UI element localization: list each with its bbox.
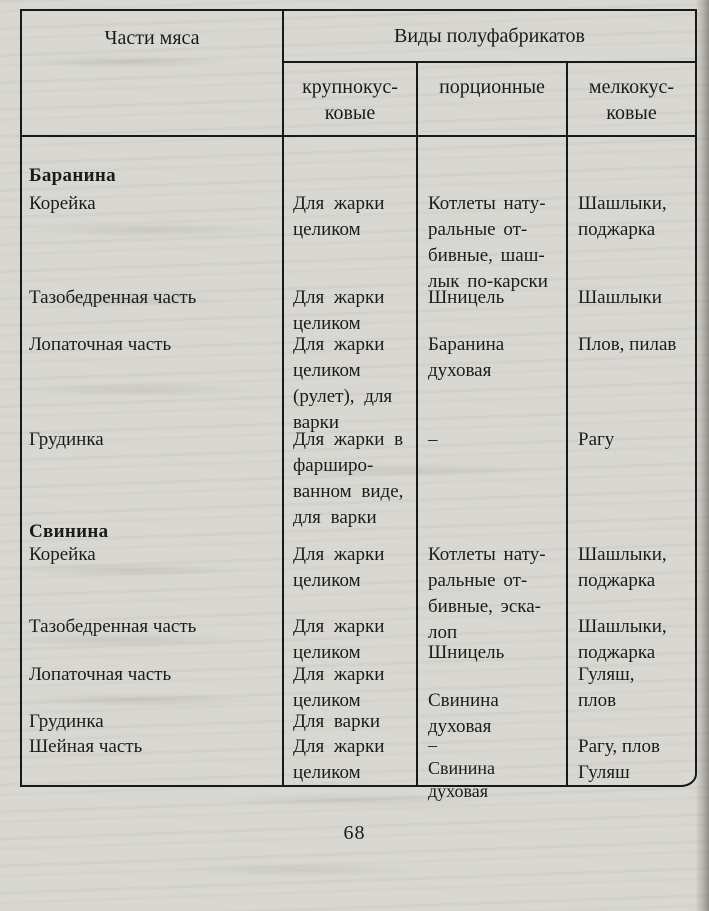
column-header-portioned: порционные <box>418 63 568 135</box>
table-row: Грудинка Для жарки в фарширо- ванном вид… <box>22 427 695 528</box>
cell-small-piece: Шашлыки <box>578 287 662 308</box>
table-header: Части мяса Виды полуфабрикатов крупнокус… <box>22 11 695 137</box>
cell-meat-part: Свинина <box>22 519 284 542</box>
cell-portioned: Котлеты нату- ральные от- бивные, эска- … <box>418 542 568 643</box>
cell-small-piece <box>568 519 695 542</box>
cell-meat-part: Грудинка <box>22 427 284 519</box>
table-header-right: Виды полуфабрикатов крупнокус- ковые пор… <box>284 11 695 135</box>
table-row-section-pork: Свинина <box>22 519 695 542</box>
cell-portioned <box>418 137 568 191</box>
cell-portioned <box>418 519 568 542</box>
cell-small-piece: Рагу, плов Гуляш <box>578 736 661 783</box>
cell-large-piece: Для жарки целиком <box>284 542 418 614</box>
cell-large-piece: Для жарки целиком <box>284 662 418 711</box>
column-header-small-piece: мелкокус- ковые <box>588 76 675 124</box>
cell-large-piece <box>284 519 418 542</box>
column-header-large-piece: крупнокус- ковые <box>284 63 418 135</box>
table-row: Тазобедренная часть Для жарки целиком Шн… <box>22 614 695 663</box>
cell-meat-part: Тазобедренная часть <box>22 285 284 332</box>
cell-small-piece <box>568 709 695 734</box>
cell-meat-part: Баранина <box>22 137 284 191</box>
table-row: Лопаточная часть Для жарки целиком Свини… <box>22 662 695 737</box>
cell-small-piece <box>568 137 695 191</box>
page-edge-shadow <box>695 0 709 911</box>
cell-small-piece: Гуляш, плов <box>578 664 635 711</box>
table-row: Корейка Для жарки целиком Котлеты нату- … <box>22 191 695 292</box>
table-body: Баранина Корейка Для жарки целиком Котле… <box>22 137 695 801</box>
table-row: Шейная часть Для жарки целиком – Свинина… <box>22 734 695 801</box>
cell-portioned: Свинина духовая <box>418 662 568 737</box>
cell-small-piece: Шашлыки, поджарка <box>578 193 667 240</box>
cell-large-piece: Для жарки целиком <box>284 191 418 285</box>
cell-portioned: – Свинина духовая <box>418 734 568 801</box>
cell-meat-part: Корейка <box>22 542 284 614</box>
cell-meat-part: Шейная часть <box>22 734 284 787</box>
cell-small-piece: Шашлыки, поджарка <box>578 616 667 663</box>
table-row: Корейка Для жарки целиком Котлеты нату- … <box>22 542 695 643</box>
page-number: 68 <box>343 822 366 844</box>
cell-large-piece: Для жарки целиком (рулет), для варки <box>284 332 418 433</box>
meat-cuts-table: Части мяса Виды полуфабрикатов крупнокус… <box>20 9 697 801</box>
cell-portioned: Шницель <box>418 285 568 332</box>
cell-meat-part: Тазобедренная часть <box>22 614 284 662</box>
table-row-section-lamb: Баранина <box>22 137 695 191</box>
cell-large-piece: Для варки <box>284 709 418 734</box>
table-row: Лопаточная часть Для жарки целиком (руле… <box>22 332 695 433</box>
cell-large-piece: Для жарки в фарширо- ванном виде, для ва… <box>284 427 418 528</box>
table-row: Грудинка Для варки <box>22 709 695 734</box>
cell-small-piece: Рагу <box>578 429 615 450</box>
cell-portioned: – <box>418 427 568 519</box>
cell-portioned: Котлеты нату- ральные от- бивные, шаш- л… <box>418 191 568 292</box>
cell-meat-part: Корейка <box>22 191 284 285</box>
table-row: Тазобедренная часть Для жарки целиком Шн… <box>22 285 695 334</box>
table-subheader: крупнокус- ковые порционные мелкокус- ко… <box>284 63 695 135</box>
cell-portioned <box>418 709 568 734</box>
cell-meat-part: Грудинка <box>22 709 284 734</box>
column-header-meat-parts: Части мяса <box>22 11 284 135</box>
cell-large-piece: Для жарки целиком <box>284 285 418 334</box>
cell-portioned: Баранина духовая <box>418 332 568 427</box>
cell-meat-part: Лопаточная часть <box>22 332 284 427</box>
cell-meat-part: Лопаточная часть <box>22 662 284 709</box>
cell-small-piece: Шашлыки, поджарка <box>578 544 667 591</box>
cell-large-piece: Для жарки целиком <box>284 734 418 787</box>
column-header-product-types: Виды полуфабрикатов <box>284 11 695 63</box>
cell-large-piece <box>284 137 418 191</box>
cell-portioned: Шницель <box>418 614 568 663</box>
cell-small-piece: Плов, пилав <box>578 334 677 355</box>
cell-large-piece: Для жарки целиком <box>284 614 418 663</box>
